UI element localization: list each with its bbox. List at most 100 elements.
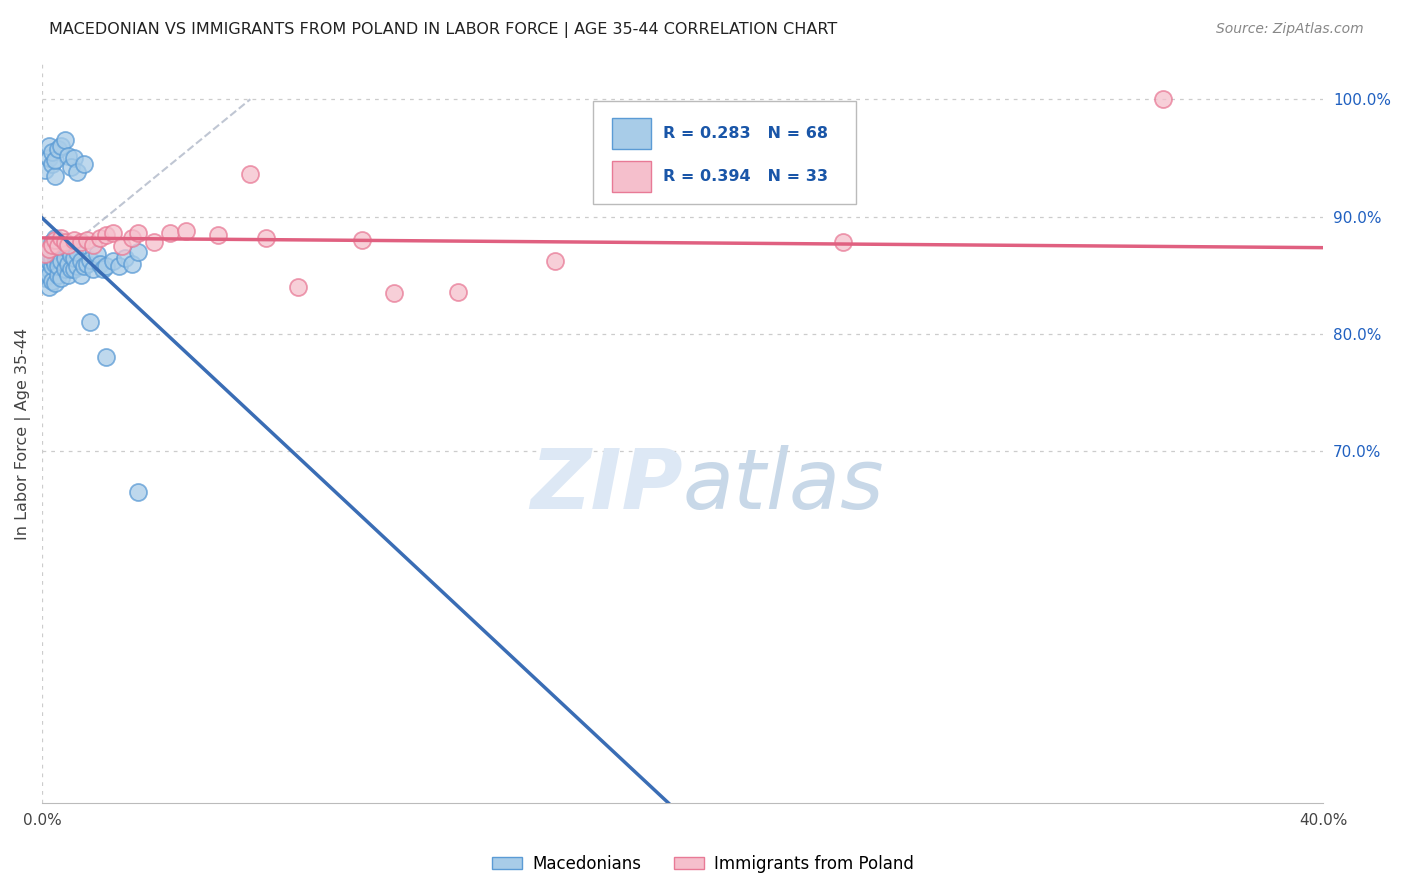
Point xyxy=(44,169,66,183)
Point xyxy=(66,165,89,179)
Point xyxy=(51,139,73,153)
Point xyxy=(44,244,66,258)
Point xyxy=(51,254,73,268)
Point xyxy=(59,248,82,262)
Point xyxy=(121,256,143,270)
Bar xyxy=(612,161,651,192)
Point xyxy=(63,262,86,277)
Point xyxy=(69,235,91,250)
Point xyxy=(63,251,86,265)
Point xyxy=(53,133,76,147)
Point xyxy=(127,244,149,259)
Point xyxy=(44,153,66,168)
Point xyxy=(41,145,63,159)
Point xyxy=(41,244,63,258)
Point xyxy=(46,268,69,283)
Point xyxy=(121,230,143,244)
Point xyxy=(38,262,60,277)
Point xyxy=(384,285,406,300)
Point xyxy=(34,247,56,261)
Text: R = 0.394   N = 33: R = 0.394 N = 33 xyxy=(664,169,828,184)
Point xyxy=(86,247,108,261)
Point xyxy=(44,256,66,270)
Point xyxy=(59,161,82,175)
Point xyxy=(59,262,82,277)
Point xyxy=(239,167,262,181)
Y-axis label: In Labor Force | Age 35-44: In Labor Force | Age 35-44 xyxy=(15,327,31,540)
Point xyxy=(543,254,565,268)
Point xyxy=(101,254,124,268)
Point xyxy=(38,247,60,261)
Point xyxy=(159,226,181,240)
Text: atlas: atlas xyxy=(683,445,884,526)
Point xyxy=(82,237,104,252)
Point xyxy=(56,148,79,162)
Point xyxy=(96,259,118,273)
Point xyxy=(38,280,60,294)
Point xyxy=(73,157,96,171)
Point xyxy=(51,240,73,254)
Point xyxy=(53,251,76,265)
Point xyxy=(76,233,98,247)
Point xyxy=(44,277,66,291)
Point xyxy=(114,251,136,265)
Point xyxy=(287,280,309,294)
Text: ZIP: ZIP xyxy=(530,445,683,526)
Point xyxy=(46,259,69,273)
Point xyxy=(41,274,63,288)
Point xyxy=(38,139,60,153)
Point xyxy=(89,256,111,270)
Point xyxy=(174,224,197,238)
Point xyxy=(63,233,86,247)
Point xyxy=(79,315,101,329)
Point xyxy=(51,230,73,244)
Point xyxy=(38,254,60,268)
Point xyxy=(56,243,79,257)
Point xyxy=(38,243,60,257)
Point xyxy=(63,151,86,165)
Point xyxy=(73,259,96,273)
Point xyxy=(44,230,66,244)
Point xyxy=(82,262,104,277)
Point xyxy=(51,270,73,285)
Point xyxy=(831,235,853,250)
Point xyxy=(143,235,166,250)
Point xyxy=(44,233,66,247)
Point xyxy=(56,268,79,283)
Point xyxy=(66,244,89,259)
Point xyxy=(254,230,277,244)
Point xyxy=(352,233,374,247)
Point xyxy=(207,228,229,243)
Point xyxy=(91,262,114,277)
FancyBboxPatch shape xyxy=(593,101,856,204)
Point xyxy=(34,162,56,177)
Point xyxy=(111,239,134,253)
Point xyxy=(66,259,89,273)
Point xyxy=(1152,92,1174,106)
Point xyxy=(46,142,69,156)
Point xyxy=(38,151,60,165)
Text: Source: ZipAtlas.com: Source: ZipAtlas.com xyxy=(1216,22,1364,37)
Point xyxy=(41,237,63,252)
Point xyxy=(69,254,91,268)
Point xyxy=(96,351,118,365)
Point xyxy=(89,230,111,244)
Text: R = 0.283   N = 68: R = 0.283 N = 68 xyxy=(664,126,828,141)
Point xyxy=(447,285,470,299)
Point xyxy=(53,239,76,253)
Point xyxy=(46,239,69,253)
Bar xyxy=(612,118,651,149)
Point xyxy=(69,268,91,283)
Text: MACEDONIAN VS IMMIGRANTS FROM POLAND IN LABOR FORCE | AGE 35-44 CORRELATION CHAR: MACEDONIAN VS IMMIGRANTS FROM POLAND IN … xyxy=(49,22,838,38)
Point xyxy=(53,262,76,277)
Point xyxy=(56,256,79,270)
Point xyxy=(76,256,98,270)
Point xyxy=(41,251,63,265)
Point xyxy=(38,268,60,283)
Point xyxy=(41,235,63,250)
Point xyxy=(41,157,63,171)
Point xyxy=(34,265,56,279)
Point xyxy=(127,226,149,240)
Point xyxy=(46,239,69,253)
Point xyxy=(101,226,124,240)
